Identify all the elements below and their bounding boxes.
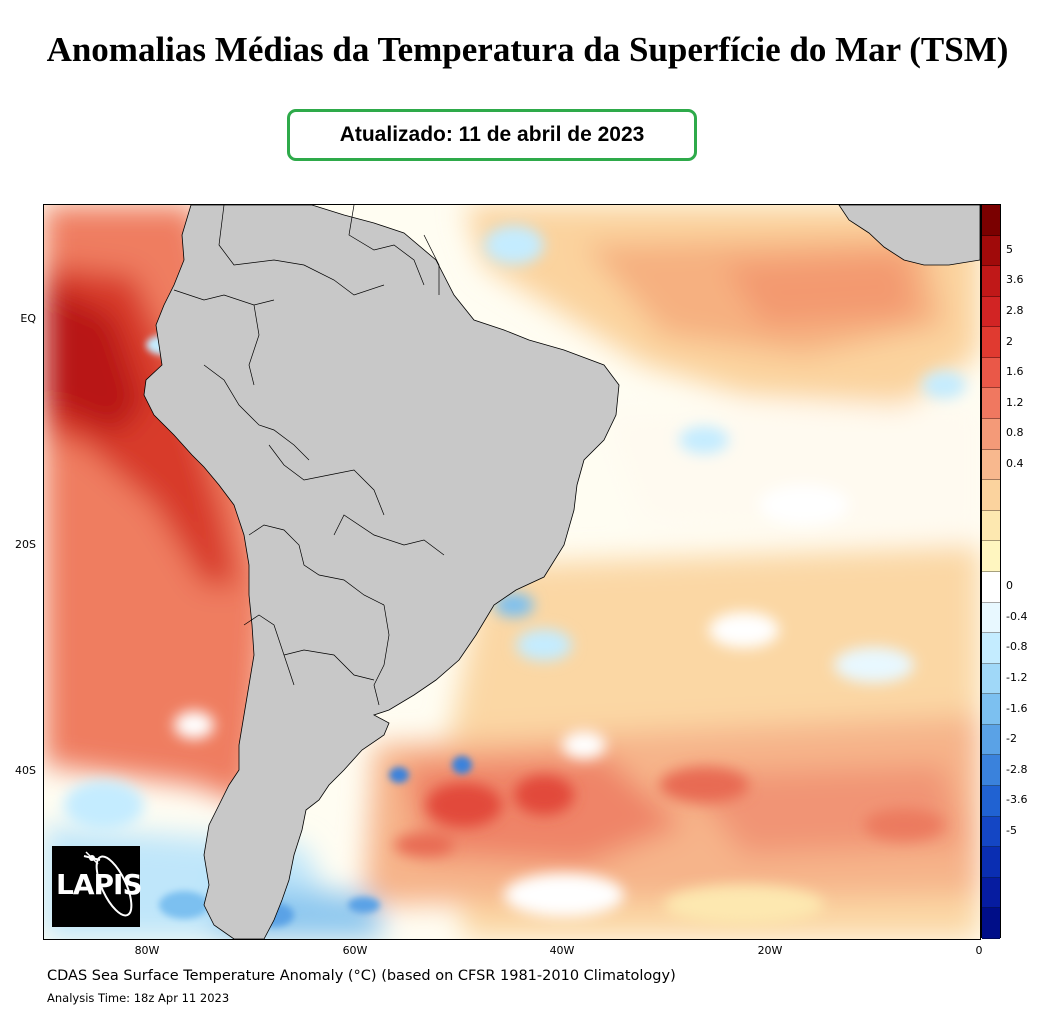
sst-anomaly-map	[43, 204, 981, 940]
colorbar-tick-label: -5	[1006, 823, 1017, 837]
colorbar-segment	[982, 388, 1000, 420]
colorbar-segment	[982, 755, 1000, 786]
colorbar-tick-label: -0.8	[1006, 640, 1028, 654]
colorbar-tick-label: 2	[1006, 334, 1013, 348]
colorbar-tick-label: -1.6	[1006, 701, 1028, 715]
colorbar-tick-label: 0	[1006, 579, 1013, 593]
colorbar-segment	[982, 357, 1000, 389]
colorbar-segment	[982, 541, 1000, 572]
updated-badge: Atualizado: 11 de abril de 2023	[287, 109, 697, 161]
colorbar-segment	[982, 633, 1000, 664]
colorbar-segment	[982, 296, 1000, 328]
colorbar-tick-label: 3.6	[1006, 273, 1024, 287]
colorbar-segment	[982, 602, 1000, 634]
colorbar-tick-label: -0.4	[1006, 609, 1028, 623]
colorbar-segment	[982, 235, 1000, 267]
colorbar-segment	[982, 327, 1000, 358]
lat-label-40s: 40S	[15, 764, 36, 777]
colorbar-tick-label: 1.6	[1006, 365, 1024, 379]
colorbar-segment	[982, 785, 1000, 817]
colorbar-tick-label: 5	[1006, 242, 1013, 256]
lapis-logo: LAPIS	[52, 846, 143, 927]
colorbar-segment	[982, 449, 1000, 481]
page-title: Anomalias Médias da Temperatura da Super…	[46, 30, 1009, 69]
lapis-logo-text: LAPIS	[56, 868, 143, 901]
colorbar-tick-label: -1.2	[1006, 671, 1028, 685]
country-borders	[173, 205, 445, 706]
colorbar-tick-label: -2.8	[1006, 762, 1028, 776]
lat-label-20s: 20S	[15, 538, 36, 551]
lon-label-40w: 40W	[549, 944, 575, 957]
colorbar-tick-label: 2.8	[1006, 304, 1024, 318]
lat-label-eq: EQ	[20, 312, 36, 325]
colorbar-segment	[982, 694, 1000, 725]
colorbar-segment	[982, 480, 1000, 511]
anomaly-mid-layer	[64, 225, 966, 925]
colorbar-segment	[982, 816, 1000, 848]
colorbar-segment	[982, 724, 1000, 756]
colorbar-segment	[982, 847, 1000, 878]
colorbar-segment	[982, 419, 1000, 450]
lon-label-0: 0	[975, 944, 983, 957]
colorbar-tick-label: -2	[1006, 732, 1017, 746]
map-caption: CDAS Sea Surface Temperature Anomaly (°C…	[47, 968, 676, 984]
lon-label-80w: 80W	[134, 944, 160, 957]
map-canvas	[44, 205, 980, 939]
lon-label-60w: 60W	[342, 944, 368, 957]
lapis-logo-graphic	[83, 851, 133, 917]
south-america-landmass	[143, 205, 620, 939]
colorbar-segment	[982, 877, 1000, 909]
colorbar	[981, 204, 1001, 939]
colorbar-tick-label: 1.2	[1006, 395, 1024, 409]
colorbar-segment	[982, 908, 1000, 939]
updated-date-text: Atualizado: 11 de abril de 2023	[339, 123, 645, 146]
colorbar-segment	[982, 266, 1000, 297]
colorbar-tick-label: 0.8	[1006, 426, 1024, 440]
colorbar-segment	[982, 663, 1000, 695]
analysis-time: Analysis Time: 18z Apr 11 2023	[47, 991, 230, 1005]
colorbar-segment	[982, 571, 1000, 603]
africa-landmass	[838, 205, 980, 266]
colorbar-segment	[982, 510, 1000, 542]
colorbar-segment	[982, 205, 1000, 236]
colorbar-tick-label: 0.4	[1006, 456, 1024, 470]
colorbar-tick-label: -3.6	[1006, 793, 1028, 807]
lon-label-20w: 20W	[757, 944, 783, 957]
